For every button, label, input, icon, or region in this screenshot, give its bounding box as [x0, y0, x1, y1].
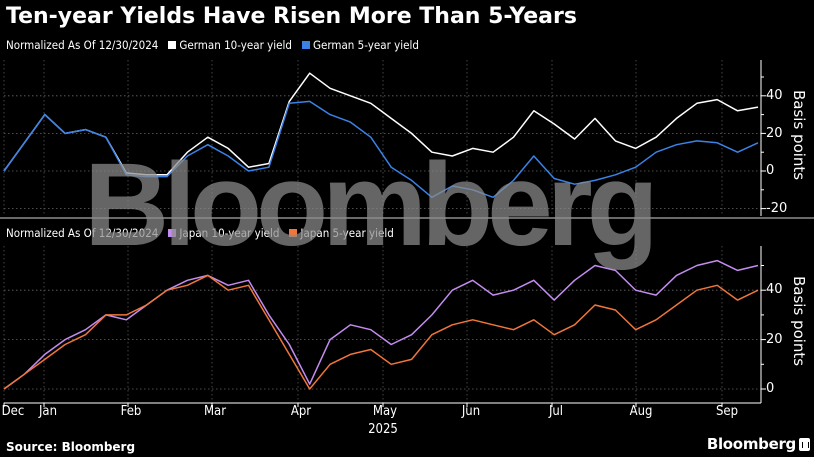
ytick-bottom-0: 0 [766, 381, 775, 396]
bottom-ylabel: Basis points [790, 276, 808, 367]
series-lines [3, 72, 759, 390]
top-ylabel: Basis points [790, 90, 808, 181]
series-german-5-year-yield [3, 100, 759, 199]
xtick-jul: Jul [548, 404, 564, 419]
xtick-sep: Sep [715, 404, 739, 419]
xtick-jun: Jun [461, 404, 481, 419]
ytick-top-40: 40 [766, 88, 783, 103]
legend-label: Japan 10-year yield [179, 226, 280, 240]
legend-item-japan-5y: Japan 5-year yield [289, 226, 394, 240]
legend-label: German 5-year yield [312, 38, 419, 52]
axes [0, 60, 814, 407]
top-legend: Normalized As Of 12/30/2024 German 10-ye… [6, 38, 419, 52]
legend-item-german-10y: German 10-year yield [168, 38, 292, 52]
xtick-jan: Jan [38, 404, 58, 419]
ytick-top-neg20: -20 [766, 201, 788, 216]
legend-item-german-5y: German 5-year yield [301, 38, 419, 52]
bottom-legend: Normalized As Of 12/30/2024 Japan 10-yea… [6, 226, 394, 240]
xtick-apr: Apr [290, 404, 312, 419]
xtick-aug: Aug [629, 404, 653, 419]
ytick-top-0: 0 [766, 163, 775, 178]
series-german-10-year-yield [3, 72, 759, 176]
legend-swatch-japan-10y [168, 229, 177, 237]
xtick-may: May [372, 404, 398, 419]
chart-title: Ten-year Yields Have Risen More Than 5-Y… [6, 4, 577, 29]
ytick-bottom-20: 20 [766, 332, 783, 347]
series-japan-5-year-yield [3, 274, 759, 390]
ytick-top-20: 20 [766, 126, 783, 141]
legend-label: Japan 5-year yield [300, 226, 394, 240]
series-japan-10-year-yield [3, 259, 759, 390]
legend-swatch-german-5y [301, 41, 310, 49]
xtick-mar: Mar [203, 404, 227, 419]
bloomberg-logo: Bloomberg [706, 435, 796, 453]
bloomberg-chart-icon [799, 438, 810, 451]
legend-item-japan-10y: Japan 10-year yield [168, 226, 279, 240]
xtick-feb: Feb [120, 404, 142, 419]
xaxis-year: 2025 [368, 422, 398, 437]
source-note: Source: Bloomberg [6, 440, 136, 454]
top-subtitle: Normalized As Of 12/30/2024 [6, 38, 159, 52]
bottom-subtitle: Normalized As Of 12/30/2024 [6, 226, 159, 240]
legend-label: German 10-year yield [179, 38, 292, 52]
ytick-bottom-40: 40 [766, 282, 783, 297]
legend-swatch-german-10y [168, 41, 177, 49]
legend-swatch-japan-5y [289, 229, 298, 237]
xtick-dec: Dec [1, 404, 25, 419]
